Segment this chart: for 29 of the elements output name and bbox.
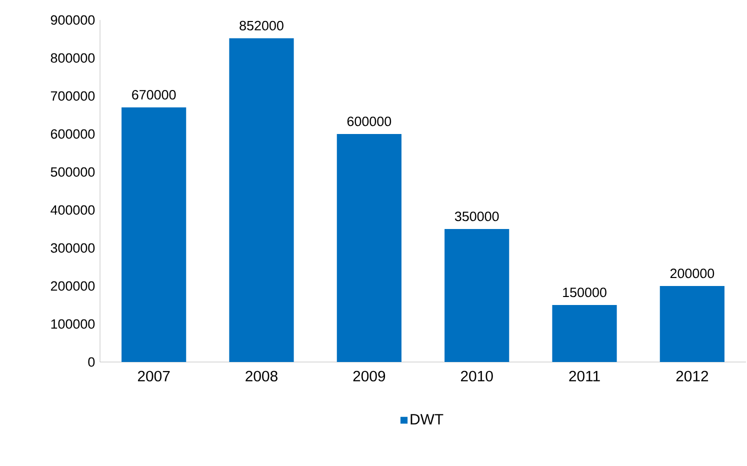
y-tick-label: 800000	[50, 53, 95, 63]
data-label: 150000	[563, 288, 606, 298]
y-tick-label: 600000	[50, 129, 95, 139]
y-tick-label: 0	[88, 357, 95, 367]
data-label: 670000	[132, 90, 176, 100]
bar	[660, 286, 724, 362]
data-label: 350000	[454, 212, 499, 222]
x-tick-label: 2010	[460, 370, 493, 382]
bar	[229, 38, 294, 362]
x-tick-label: 2011	[569, 370, 600, 382]
x-tick-label: 2012	[676, 370, 708, 382]
bar	[444, 229, 510, 362]
data-label: 852000	[240, 20, 284, 30]
x-tick-label: 2007	[138, 370, 170, 382]
y-tick-label: 300000	[50, 243, 95, 253]
y-tick-label: 100000	[51, 319, 95, 329]
bar	[122, 107, 186, 362]
x-tick-label: 2009	[353, 370, 386, 382]
y-tick-label: 500000	[50, 167, 95, 177]
data-label: 200000	[670, 268, 714, 278]
bar	[336, 134, 402, 362]
y-tick-label: 200000	[50, 281, 95, 291]
y-tick-label: 900000	[50, 15, 95, 25]
data-label: 600000	[347, 116, 392, 126]
x-tick-label: 2008	[246, 370, 278, 382]
bar	[552, 305, 617, 362]
y-tick-label: 400000	[50, 205, 95, 215]
y-tick-label: 700000	[50, 91, 95, 101]
legend-label: DWT	[410, 414, 444, 424]
